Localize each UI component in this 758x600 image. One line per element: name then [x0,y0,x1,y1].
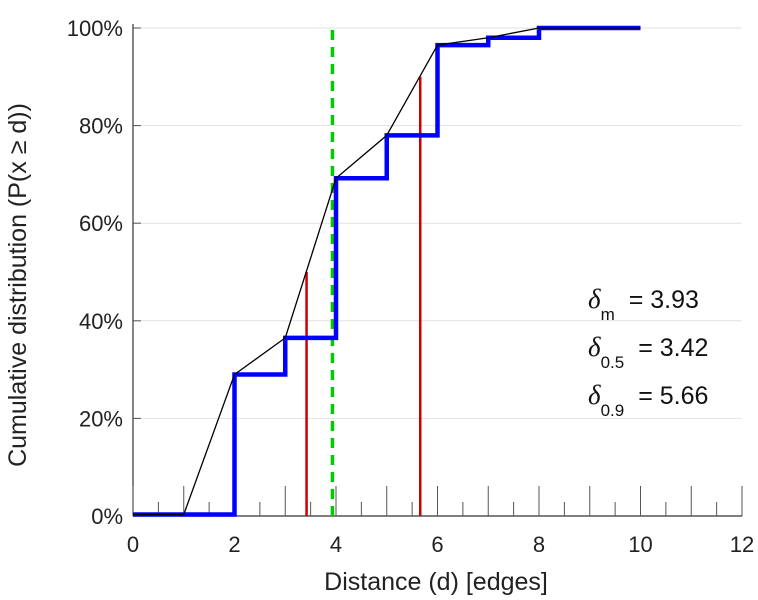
annotation-value: = 5.66 [638,382,708,410]
x-tick-label: 12 [730,532,754,557]
annotation-subscript: 0.5 [601,353,625,372]
y-tick-label: 0% [91,504,123,529]
stat-annotation: δm = 3.93 [588,284,699,324]
y-tick-label: 40% [79,309,123,334]
stat-annotation: δ0.9 = 5.66 [588,380,708,420]
tick-labels: 0% 20% 40% 60% 80% 100% 0 2 4 6 8 10 12 [67,16,755,557]
annotation-subscript: 0.9 [601,401,625,420]
y-tick-label: 80% [79,114,123,139]
y-tick-label: 20% [79,406,123,431]
annotation-symbol: δ [588,284,601,314]
y-tick-label: 60% [79,211,123,236]
interpolated-series-line [133,27,641,516]
grid [133,27,742,419]
markers [305,24,422,516]
x-tick-label: 4 [330,532,342,557]
annotation-symbol: δ [588,332,601,362]
annotation-symbol: δ [588,380,601,410]
x-tick-label: 6 [431,532,443,557]
step-series-line [133,25,641,517]
series [133,25,641,517]
stat-annotation: δ0.5 = 3.42 [588,332,708,372]
y-axis-title: Cumulative distribution (P(x ≥ d)) [4,103,32,467]
y-tick-label: 100% [67,16,123,41]
annotation-subscript: m [601,305,615,324]
x-axis-title: Distance (d) [edges] [324,568,548,596]
x-tick-label: 10 [628,532,652,557]
x-tick-label: 0 [127,532,139,557]
x-tick-label: 2 [228,532,240,557]
annotation-value: = 3.42 [638,334,708,362]
x-tick-label: 8 [533,532,545,557]
annotation-value: = 3.93 [629,286,699,314]
